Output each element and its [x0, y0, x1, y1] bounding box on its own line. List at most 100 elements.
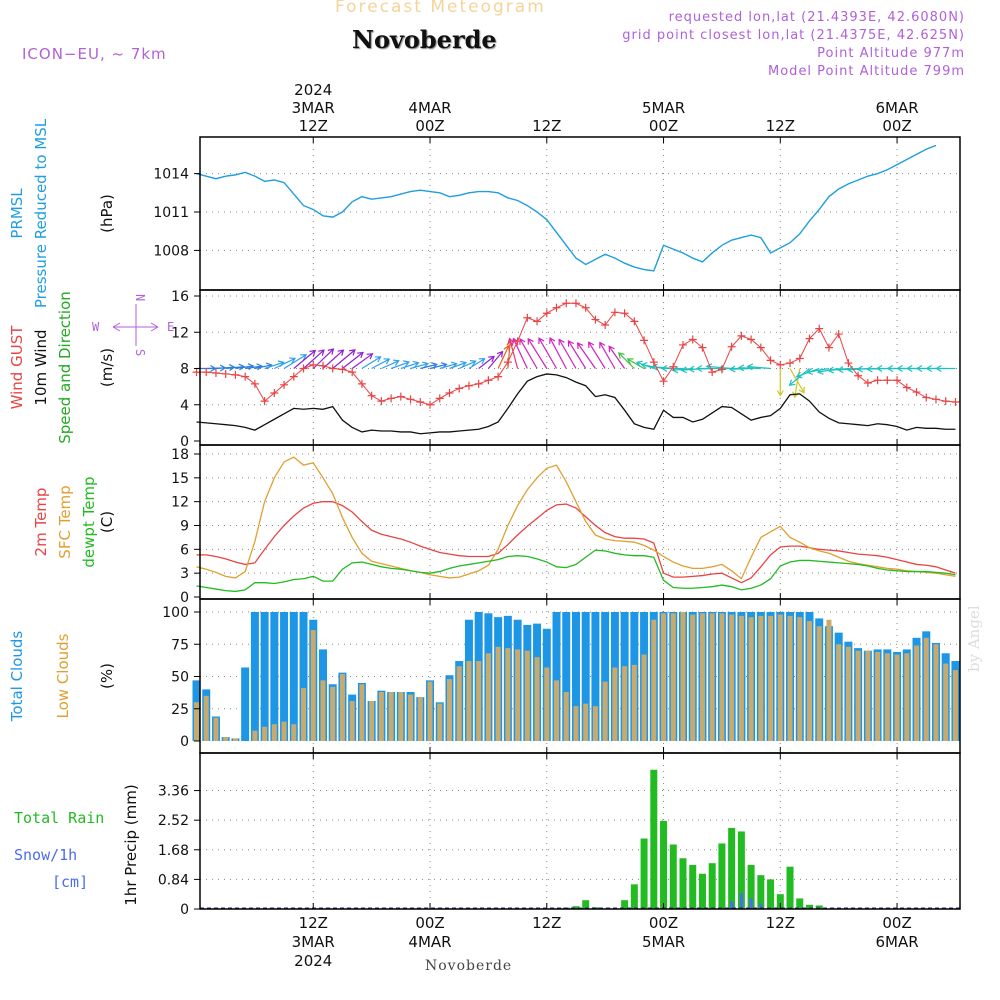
y-tick-label: 16 — [171, 289, 189, 305]
gust-marker — [591, 315, 600, 324]
model-name: ICON−EU, ~ 7km — [22, 45, 167, 63]
wind-arrow — [293, 350, 316, 369]
y-tick-label: 1008 — [153, 243, 189, 259]
wind-arrow-head — [318, 349, 325, 356]
total-cloud-bar — [260, 612, 269, 741]
wind-arrow — [420, 363, 437, 370]
wind-arrow-head — [875, 364, 883, 373]
gust-marker — [834, 330, 843, 339]
wind-arrow-head — [925, 364, 933, 373]
gust-marker — [348, 368, 357, 377]
wind-arrow — [497, 345, 510, 369]
gust-marker — [776, 360, 785, 369]
series-layer — [192, 144, 960, 909]
wind-arrow-head — [695, 364, 703, 373]
low-cloud-bar — [622, 666, 628, 741]
low-cloud-bar — [894, 654, 900, 741]
wind-arrow — [794, 368, 801, 398]
low-cloud-bar — [592, 706, 598, 741]
wind-arrow — [487, 351, 504, 369]
wind-arrow-head — [366, 353, 374, 360]
wind-arrow-head — [705, 363, 713, 371]
panel-label: Total Clouds — [8, 631, 26, 723]
gust-marker — [387, 394, 396, 403]
gust-marker — [464, 381, 473, 390]
wind-arrow-head — [422, 361, 429, 369]
gust-marker — [679, 340, 687, 349]
rain-bar — [621, 900, 629, 909]
low-cloud-bar — [923, 637, 929, 741]
sfc-temp-line — [196, 456, 956, 580]
y-tick-label: 75 — [171, 637, 189, 653]
gust-marker — [747, 335, 756, 344]
low-cloud-bar — [797, 617, 803, 741]
gust-marker — [902, 383, 911, 392]
time-label-top: 3MAR — [292, 99, 335, 117]
wind-arrow — [519, 338, 538, 369]
y-tick-label: 12 — [171, 325, 189, 341]
panel-label: dewpt Temp — [80, 476, 98, 567]
low-cloud-bar — [651, 619, 657, 741]
low-cloud-bar — [369, 701, 375, 741]
gust-marker — [503, 358, 512, 367]
wind-arrow-head — [309, 349, 317, 357]
rain-bar — [737, 831, 745, 909]
total-cloud-bar — [581, 612, 590, 741]
low-cloud-bar — [281, 721, 287, 741]
wind-arrow-head — [788, 379, 796, 386]
rain-bar — [660, 820, 668, 909]
wind-arrow-head — [412, 360, 420, 368]
gust-marker — [571, 299, 580, 308]
low-cloud-bar — [826, 619, 832, 741]
temp-2m-line — [196, 501, 956, 584]
panel-label: Speed and Direction — [56, 291, 74, 444]
gust-marker — [445, 388, 454, 397]
wind-arrow-head — [488, 355, 495, 363]
gust-marker — [455, 384, 464, 393]
wind-arrow — [577, 342, 596, 369]
gust-marker — [299, 364, 308, 373]
gust-marker — [221, 369, 230, 378]
time-label-bottom: 00Z — [649, 914, 678, 932]
gust-marker — [795, 354, 804, 363]
low-cloud-bar — [699, 613, 705, 741]
y-tick-label: 0 — [180, 734, 189, 750]
unit-label: (C) — [98, 511, 116, 533]
panel-frame — [199, 136, 961, 291]
wind-arrow-head — [608, 345, 615, 353]
panel-label: Wind GUST — [8, 325, 26, 410]
low-cloud-bar — [855, 650, 861, 741]
wind-arrow-head — [558, 338, 565, 346]
wind-arrow-head — [816, 367, 824, 375]
gust-marker — [192, 368, 201, 377]
time-label-bottom: 3MAR — [292, 933, 335, 951]
low-cloud-bar — [232, 738, 238, 741]
dewpoint-line — [196, 549, 956, 593]
gust-marker — [338, 365, 347, 374]
gust-marker — [396, 392, 405, 401]
low-cloud-bar — [515, 649, 521, 741]
wind-arrow-head — [576, 342, 584, 349]
unit-label: (%) — [98, 663, 116, 689]
snow-bar — [749, 898, 753, 909]
low-cloud-bar — [194, 702, 199, 741]
gust-marker — [669, 362, 678, 371]
gust-marker — [766, 356, 775, 365]
wind-arrow-head — [538, 337, 545, 345]
wind-arrow-head — [935, 364, 942, 373]
low-cloud-bar — [933, 644, 939, 741]
gust-marker — [873, 376, 882, 385]
gust-marker — [815, 324, 824, 333]
gust-marker — [931, 395, 940, 404]
time-label-bottom: 5MAR — [642, 933, 685, 951]
rain-bar — [630, 884, 638, 909]
low-cloud-bar — [904, 653, 910, 741]
low-cloud-bar — [865, 650, 871, 741]
total-cloud-bar — [601, 612, 610, 741]
wind-arrow-head — [383, 358, 391, 365]
wind-arrow-head — [238, 363, 246, 371]
wind-arrow — [527, 338, 548, 369]
rain-bar — [698, 873, 706, 909]
